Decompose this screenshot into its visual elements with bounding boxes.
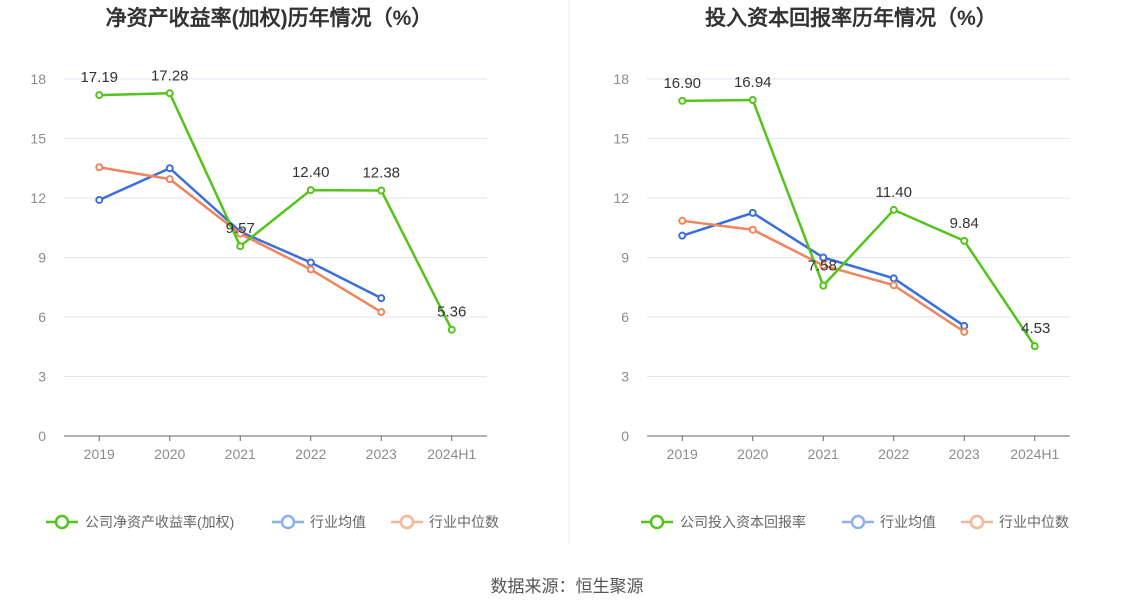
chart-title: 投入资本回报率历年情况（%） (705, 6, 997, 30)
y-tick-label: 18 (613, 71, 629, 87)
y-tick-label: 12 (613, 190, 629, 206)
data-label: 9.84 (950, 215, 979, 232)
data-point (960, 236, 969, 245)
data-point (377, 186, 386, 195)
legend-marker (969, 514, 985, 530)
legend-marker (280, 514, 296, 530)
data-point (377, 308, 386, 317)
roic-chart: 投入资本回报率历年情况（%） 0 3 6 9 12 15 18 2019 2020 2021 2022… (613, 6, 1070, 530)
data-point (678, 96, 687, 105)
data-point (95, 91, 104, 100)
data-point (447, 325, 456, 334)
y-tick-label: 15 (30, 131, 46, 147)
legend-label: 行业中位数 (999, 514, 1069, 530)
x-tick-label: 2019 (84, 446, 115, 462)
data-point (95, 163, 104, 172)
data-point (819, 253, 828, 262)
data-point (748, 96, 757, 105)
y-tick-label: 12 (30, 190, 46, 206)
y-tick-label: 9 (621, 250, 629, 266)
y-tick-label: 9 (38, 250, 46, 266)
data-point (1030, 342, 1039, 351)
y-tick-label: 6 (621, 309, 629, 325)
data-label: 16.94 (734, 74, 772, 91)
data-point (306, 186, 315, 195)
data-point (236, 229, 245, 238)
series-line (99, 92, 453, 331)
data-point (236, 242, 245, 251)
x-tick-label: 2022 (878, 446, 909, 462)
data-point (748, 208, 757, 217)
data-point (678, 216, 687, 225)
y-tick-label: 6 (38, 309, 46, 325)
data-label: 4.53 (1021, 320, 1050, 337)
x-tick-label: 2020 (154, 446, 185, 462)
legend-marker (399, 514, 415, 530)
data-point (748, 225, 757, 234)
data-label: 9.57 (226, 220, 255, 237)
data-label: 17.19 (80, 69, 118, 86)
data-point (165, 89, 174, 98)
y-tick-label: 0 (38, 428, 46, 444)
data-point (889, 274, 898, 283)
legend-label: 公司净资产收益率(加权) (85, 514, 234, 530)
data-point (306, 258, 315, 267)
x-tick-label: 2021 (225, 446, 256, 462)
data-point (306, 265, 315, 274)
data-point (165, 175, 174, 184)
legend-marker (54, 514, 70, 530)
y-tick-label: 3 (38, 369, 46, 385)
data-source-note: 数据来源：恒生聚源 (491, 577, 644, 596)
series-line (682, 219, 965, 333)
legend-marker (649, 514, 665, 530)
x-tick-label: 2024H1 (1010, 446, 1059, 462)
x-tick-label: 2020 (737, 446, 768, 462)
legend-label: 行业中位数 (429, 514, 499, 530)
chart-title: 净资产收益率(加权)历年情况（%） (106, 6, 433, 30)
roe-chart: 净资产收益率(加权)历年情况（%） 0 3 6 9 12 15 18 2019 2020 2021 2… (30, 6, 499, 530)
data-label: 11.40 (876, 184, 912, 201)
y-tick-label: 15 (613, 131, 629, 147)
legend-marker (850, 514, 866, 530)
x-tick-label: 2022 (295, 446, 326, 462)
data-label: 16.90 (663, 75, 701, 92)
series-line (682, 98, 1036, 347)
legend-label: 公司投入资本回报率 (680, 514, 806, 530)
data-point (889, 205, 898, 214)
data-point (377, 294, 386, 303)
data-label: 5.36 (437, 304, 466, 321)
y-tick-label: 3 (621, 369, 629, 385)
data-point (819, 261, 828, 270)
data-label: 12.40 (292, 164, 330, 181)
data-label: 17.28 (151, 67, 189, 84)
y-tick-label: 0 (621, 428, 629, 444)
legend-label: 行业均值 (310, 514, 366, 530)
data-label: 7.58 (808, 258, 837, 275)
x-tick-label: 2021 (808, 446, 839, 462)
legend-label: 行业均值 (880, 514, 936, 530)
y-tick-label: 18 (30, 71, 46, 87)
data-point (889, 281, 898, 290)
x-tick-label: 2023 (949, 446, 980, 462)
data-point (95, 195, 104, 204)
data-point (678, 231, 687, 240)
data-point (819, 281, 828, 290)
x-tick-label: 2023 (366, 446, 397, 462)
data-point (960, 327, 969, 336)
data-label: 12.38 (362, 164, 400, 181)
x-tick-label: 2024H1 (427, 446, 476, 462)
x-tick-label: 2019 (667, 446, 698, 462)
data-point (165, 164, 174, 173)
